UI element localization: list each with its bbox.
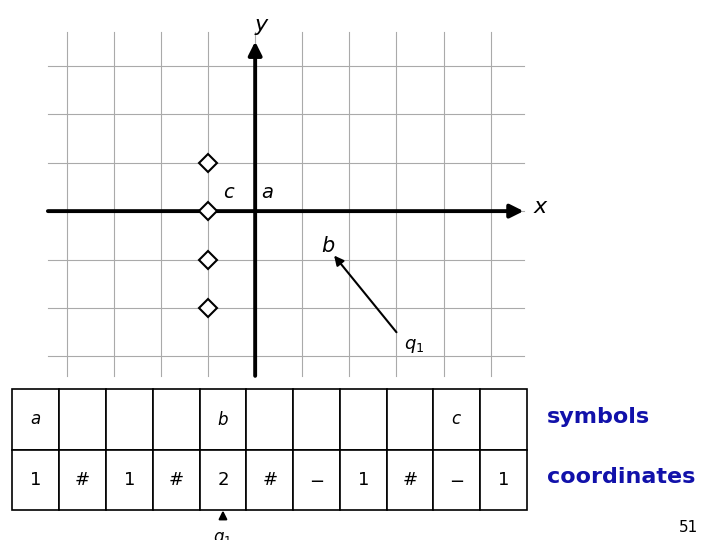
Text: Standard Machine: Standard Machine: [66, 427, 293, 447]
Text: $x$: $x$: [533, 196, 549, 218]
Bar: [340, 450, 387, 510]
Bar: [199, 450, 246, 510]
Bar: [387, 450, 433, 510]
Bar: [480, 389, 527, 450]
Text: $y$: $y$: [254, 15, 270, 37]
Bar: [153, 450, 199, 510]
Bar: [12, 389, 59, 450]
Text: #: #: [402, 471, 418, 489]
Text: $b$: $b$: [321, 236, 336, 256]
Text: $b$: $b$: [217, 411, 229, 429]
Text: 1: 1: [498, 471, 509, 489]
Bar: [106, 389, 153, 450]
Text: Two-dimensional machine: Two-dimensional machine: [133, 0, 457, 2]
Text: $c$: $c$: [223, 184, 235, 202]
Bar: [293, 389, 340, 450]
Text: $-$: $-$: [449, 471, 464, 489]
Bar: [246, 450, 293, 510]
Text: symbols: symbols: [547, 407, 650, 427]
Text: 51: 51: [679, 519, 698, 535]
Bar: [340, 389, 387, 450]
Bar: [387, 389, 433, 450]
Text: $a$: $a$: [30, 411, 41, 428]
Bar: [293, 450, 340, 510]
Bar: [106, 450, 153, 510]
Text: 1: 1: [30, 471, 42, 489]
Bar: [153, 389, 199, 450]
Bar: [59, 389, 106, 450]
Text: 1: 1: [358, 471, 369, 489]
Bar: [59, 450, 106, 510]
Text: $-$: $-$: [309, 471, 324, 489]
Text: $c$: $c$: [451, 411, 462, 428]
Text: $q_1$: $q_1$: [214, 530, 233, 540]
Text: 1: 1: [124, 471, 135, 489]
Text: $q_1$: $q_1$: [403, 337, 424, 355]
Bar: [12, 450, 59, 510]
Text: coordinates: coordinates: [547, 467, 696, 487]
Bar: [246, 389, 293, 450]
Text: #: #: [262, 471, 277, 489]
Text: 2: 2: [217, 471, 229, 489]
Bar: [433, 450, 480, 510]
Text: #: #: [168, 471, 184, 489]
Bar: [433, 389, 480, 450]
Text: #: #: [75, 471, 90, 489]
Bar: [199, 389, 246, 450]
Bar: [480, 450, 527, 510]
Text: $a$: $a$: [261, 184, 274, 202]
